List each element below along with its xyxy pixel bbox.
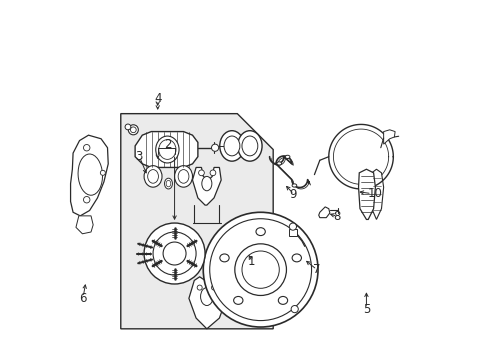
Polygon shape	[135, 132, 198, 167]
Ellipse shape	[237, 131, 262, 161]
Circle shape	[203, 212, 317, 327]
Circle shape	[290, 306, 298, 313]
Circle shape	[125, 124, 131, 130]
Circle shape	[211, 285, 216, 290]
Polygon shape	[370, 169, 383, 220]
Polygon shape	[318, 207, 329, 218]
Ellipse shape	[224, 136, 240, 156]
Circle shape	[234, 244, 286, 296]
Polygon shape	[70, 135, 108, 216]
Ellipse shape	[220, 254, 229, 262]
Ellipse shape	[242, 136, 257, 156]
Ellipse shape	[155, 136, 179, 163]
Text: 2: 2	[163, 138, 171, 150]
Ellipse shape	[178, 170, 188, 183]
Ellipse shape	[147, 170, 158, 183]
Text: 9: 9	[289, 188, 297, 201]
Circle shape	[100, 170, 105, 175]
Circle shape	[289, 223, 296, 230]
Ellipse shape	[164, 178, 172, 189]
Ellipse shape	[174, 166, 192, 187]
Ellipse shape	[291, 254, 301, 262]
Ellipse shape	[200, 288, 213, 306]
Circle shape	[144, 223, 204, 284]
Text: 8: 8	[333, 210, 340, 223]
Polygon shape	[192, 167, 221, 205]
Ellipse shape	[291, 184, 296, 187]
Ellipse shape	[219, 131, 244, 161]
Circle shape	[163, 242, 185, 265]
Ellipse shape	[159, 140, 176, 159]
Circle shape	[211, 144, 218, 151]
Circle shape	[130, 127, 136, 133]
Text: 6: 6	[79, 292, 87, 305]
Circle shape	[242, 251, 279, 288]
Ellipse shape	[78, 154, 102, 195]
Circle shape	[209, 219, 311, 320]
Text: 5: 5	[362, 303, 369, 316]
Ellipse shape	[233, 297, 243, 304]
Ellipse shape	[166, 180, 170, 187]
Ellipse shape	[202, 176, 211, 191]
Ellipse shape	[276, 162, 281, 165]
Text: 3: 3	[135, 150, 142, 163]
Ellipse shape	[255, 228, 265, 235]
Polygon shape	[358, 169, 375, 220]
Circle shape	[210, 170, 215, 176]
Text: 1: 1	[247, 255, 255, 268]
Polygon shape	[76, 216, 93, 234]
Polygon shape	[188, 277, 226, 329]
Circle shape	[198, 170, 204, 176]
Circle shape	[197, 285, 202, 290]
Circle shape	[128, 125, 138, 135]
Circle shape	[83, 197, 90, 203]
Circle shape	[153, 232, 196, 275]
Ellipse shape	[144, 166, 162, 187]
Ellipse shape	[278, 297, 287, 304]
Circle shape	[83, 144, 90, 151]
Text: 4: 4	[154, 93, 161, 105]
Text: 7: 7	[312, 263, 320, 276]
Text: 10: 10	[367, 187, 382, 200]
FancyBboxPatch shape	[288, 229, 296, 235]
Ellipse shape	[285, 155, 289, 158]
Polygon shape	[383, 130, 394, 144]
Polygon shape	[121, 114, 273, 329]
